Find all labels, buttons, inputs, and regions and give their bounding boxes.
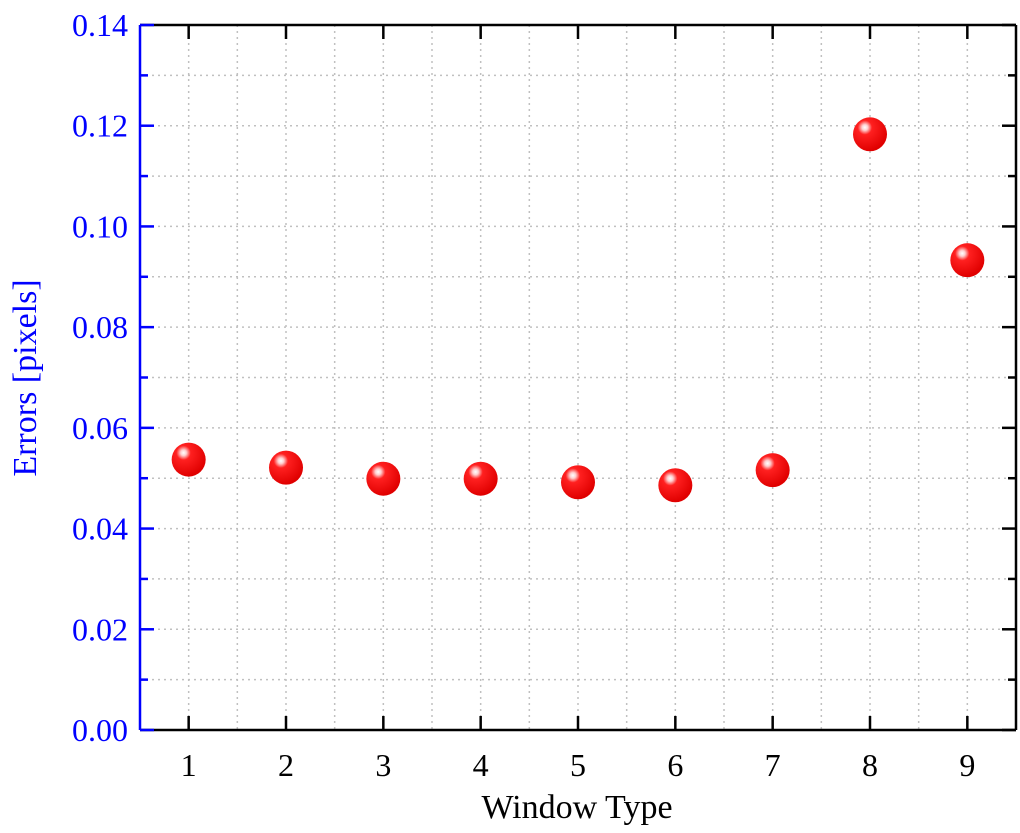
x-tick-label: 8 — [862, 747, 878, 783]
y-tick-label: 0.00 — [72, 712, 128, 748]
data-point — [269, 450, 303, 485]
x-tick-label: 2 — [278, 747, 294, 783]
data-point — [171, 442, 206, 477]
y-tick-label: 0.02 — [72, 611, 128, 647]
data-point — [755, 453, 790, 488]
y-tick-label: 0.12 — [72, 108, 128, 144]
x-tick-label: 5 — [570, 747, 586, 783]
axes — [138, 23, 1018, 732]
x-tick-label: 3 — [375, 747, 391, 783]
y-tick-label: 0.04 — [72, 511, 128, 547]
y-tick-label: 0.06 — [72, 410, 128, 446]
y-axis-label: Errors [pixels] — [7, 279, 44, 476]
x-tick-label: 1 — [181, 747, 197, 783]
data-point — [366, 461, 401, 496]
x-axis-label: Window Type — [481, 789, 672, 826]
y-tick-label: 0.14 — [72, 7, 128, 43]
y-tick-label: 0.10 — [72, 208, 128, 244]
data-point — [463, 461, 498, 496]
x-tick-label: 9 — [959, 747, 975, 783]
data-point — [658, 468, 693, 503]
tick-labels: 1 2 3 4 5 6 7 8 9 0.00 0.02 0.04 0.06 0.08 0.10 0.12 0.1… — [72, 7, 975, 783]
data-points — [171, 117, 985, 503]
data-point — [561, 465, 595, 500]
y-tick-label: 0.08 — [72, 309, 128, 345]
data-point — [950, 243, 985, 278]
x-tick-label: 4 — [473, 747, 489, 783]
x-tick-label: 7 — [765, 747, 781, 783]
x-tick-label: 6 — [667, 747, 683, 783]
data-point — [853, 117, 887, 152]
